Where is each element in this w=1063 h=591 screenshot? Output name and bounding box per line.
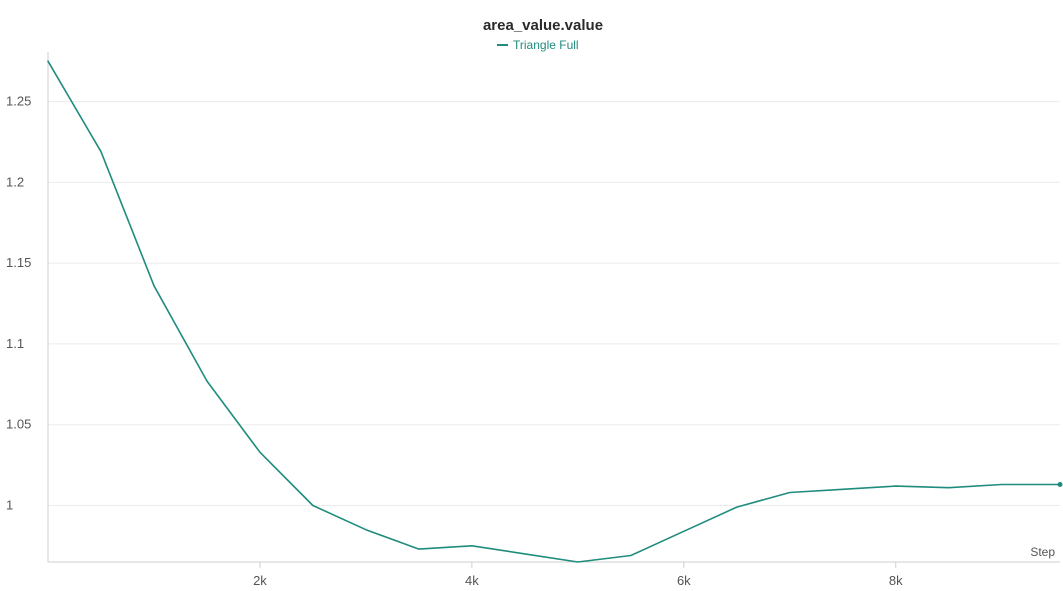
y-tick-label: 1.05 bbox=[6, 417, 31, 432]
y-tick-label: 1.15 bbox=[6, 255, 31, 270]
chart-title: area_value.value bbox=[483, 17, 603, 34]
y-axis: 1 1.05 1.1 1.15 1.2 1.25 bbox=[6, 52, 49, 562]
legend-label: Triangle Full bbox=[513, 38, 579, 52]
legend[interactable]: Triangle Full bbox=[497, 38, 579, 52]
series-endpoint[interactable] bbox=[1057, 481, 1063, 487]
y-tick-label: 1.2 bbox=[6, 174, 24, 189]
x-tick-label: 4k bbox=[465, 573, 479, 588]
x-tick-label: 8k bbox=[889, 573, 903, 588]
series-line[interactable] bbox=[47, 60, 1061, 563]
y-tick-label: 1.1 bbox=[6, 336, 24, 351]
series-layer bbox=[47, 60, 1063, 563]
x-tick-label: 2k bbox=[253, 573, 267, 588]
x-axis-label: Step bbox=[1030, 545, 1055, 559]
x-axis: 2k 4k 6k 8k bbox=[48, 561, 1060, 588]
grid bbox=[48, 101, 1060, 506]
y-tick-label: 1 bbox=[6, 497, 13, 512]
x-tick-label: 6k bbox=[677, 573, 691, 588]
y-tick-label: 1.25 bbox=[6, 94, 31, 109]
